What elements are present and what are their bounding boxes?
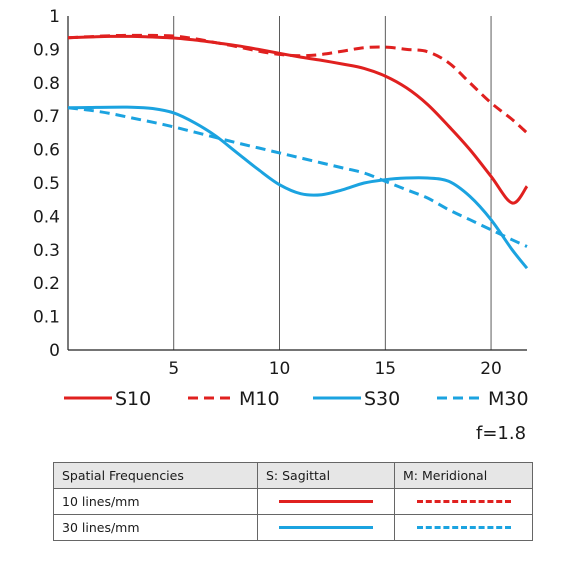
table-row: 10 lines/mm: [53, 488, 533, 515]
y-tick-label: 0.3: [33, 241, 60, 261]
y-tick-label: 0: [49, 341, 60, 361]
y-tick-label: 0.8: [33, 74, 60, 94]
row-label: 30 lines/mm: [53, 514, 258, 541]
aperture-label: f=1.8: [476, 423, 527, 444]
y-tick-label: 0.1: [33, 308, 60, 328]
series-line-m30: [67, 106, 528, 248]
header-sagittal: S: Sagittal: [257, 462, 395, 489]
legend-label-s10: S10: [115, 388, 151, 410]
legend-label-s30: S30: [364, 388, 400, 410]
meridional-line-sample: [394, 488, 533, 515]
x-tick-label: 5: [168, 359, 179, 379]
series-line-s10: [67, 34, 529, 205]
header-meridional: M: Meridional: [394, 462, 533, 489]
sagittal-line-sample: [257, 514, 395, 541]
y-tick-labels: 0 0.1 0.2 0.3 0.4 0.5 0.6 0.7 0.8 0.9 1: [33, 7, 60, 361]
series-line-s30: [67, 105, 529, 270]
mtf-chart: 0 0.1 0.2 0.3 0.4 0.5 0.6 0.7 0.8 0.9 1 5 10 15 20 S1…: [33, 7, 529, 410]
sample-line: [416, 500, 511, 503]
axes: [67, 16, 527, 351]
legend-label-m10: M10: [239, 388, 280, 410]
sample-line: [416, 526, 511, 529]
sagittal-line-sample: [257, 488, 395, 515]
row-label: 10 lines/mm: [53, 488, 258, 515]
legend-label-m30: M30: [488, 388, 529, 410]
y-tick-label: 0.5: [33, 174, 60, 194]
sample-line: [279, 500, 373, 503]
y-tick-label: 0.2: [33, 274, 60, 294]
x-tick-label: 15: [374, 359, 396, 379]
sample-line: [279, 526, 373, 529]
table-row: 30 lines/mm: [53, 514, 533, 541]
y-tick-label: 0.7: [33, 107, 60, 127]
y-tick-label: 1: [49, 7, 60, 27]
x-tick-label: 10: [269, 359, 291, 379]
x-tick-labels: 5 10 15 20: [168, 359, 502, 379]
table-header-row: Spatial Frequencies S: Sagittal M: Merid…: [53, 462, 533, 489]
frequency-table: Spatial Frequencies S: Sagittal M: Merid…: [53, 462, 533, 541]
meridional-line-sample: [394, 514, 533, 541]
grid-lines: [173, 16, 492, 350]
series-lines: [67, 33, 529, 270]
legend: S10 M10 S30 M30: [64, 388, 529, 410]
y-tick-label: 0.4: [33, 207, 60, 227]
x-tick-label: 20: [480, 359, 502, 379]
header-spatial-frequencies: Spatial Frequencies: [53, 462, 258, 489]
y-tick-label: 0.9: [33, 40, 60, 60]
y-tick-label: 0.6: [33, 141, 60, 161]
